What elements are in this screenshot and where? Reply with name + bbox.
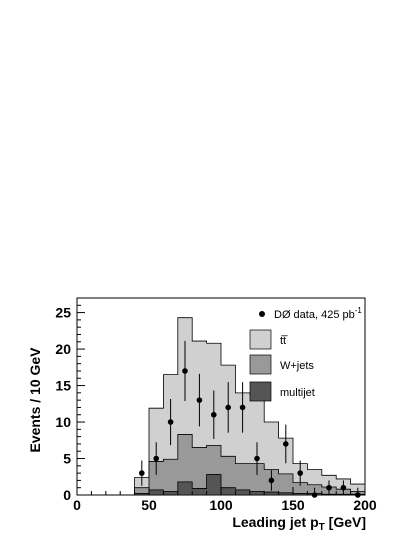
legend-wjets-label: W+jets	[280, 360, 314, 372]
x-tick-label: 150	[281, 497, 305, 513]
x-axis-title-sub: T	[319, 522, 325, 533]
legend-data-label: DØ data, 425 pb-1	[274, 306, 362, 321]
data-point	[283, 441, 289, 447]
histogram-bars	[134, 317, 366, 496]
y-tick-label: 5	[63, 451, 71, 467]
y-tick-label: 15	[55, 378, 71, 394]
x-tick-label: 50	[141, 497, 157, 513]
legend-multijet-label: multijet	[280, 387, 315, 399]
data-point	[311, 492, 318, 498]
data-point	[326, 484, 332, 491]
data-point	[182, 368, 188, 374]
data-point	[167, 419, 174, 425]
axes: 0 50 100 150 200 0 5 10 15 20 25	[55, 297, 377, 513]
y-axis-title: Events / 10 GeV	[27, 347, 43, 453]
x-axis-title: Leading jet pT [GeV]	[232, 514, 366, 533]
data-point	[225, 404, 231, 411]
data-point	[340, 484, 347, 491]
legend-data-marker	[259, 311, 265, 317]
data-points	[139, 340, 361, 498]
y-tick-label: 25	[55, 305, 71, 321]
data-point	[239, 404, 246, 411]
x-tick-label: 200	[353, 497, 377, 513]
data-point	[355, 492, 361, 498]
data-point	[196, 397, 203, 403]
data-point	[268, 477, 275, 484]
data-point	[297, 470, 304, 476]
y-tick-label: 10	[55, 414, 71, 430]
legend-ttbar-swatch	[249, 329, 272, 350]
x-tick-label: 100	[209, 497, 233, 513]
legend: DØ data, 425 pb-1 tt̅ W+jets multijet	[249, 306, 362, 402]
data-point	[153, 455, 159, 462]
y-tick-label: 0	[63, 487, 71, 503]
x-axis-title-unit: [GeV]	[325, 514, 366, 530]
y-tick-label: 20	[55, 341, 71, 357]
legend-ttbar-label: tt̅	[280, 335, 288, 347]
x-tick-label: 0	[73, 497, 81, 513]
legend-wjets-swatch	[249, 354, 272, 375]
data-point	[211, 411, 217, 418]
data-point	[254, 455, 260, 462]
legend-multijet-swatch	[249, 381, 272, 402]
x-axis-title-main: Leading jet p	[232, 514, 318, 530]
data-point	[139, 470, 145, 476]
